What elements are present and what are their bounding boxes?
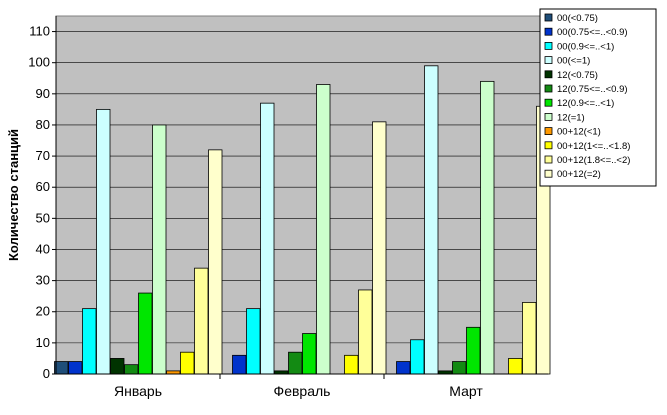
- y-tick-label: 40: [36, 241, 50, 256]
- bar: [194, 267, 209, 375]
- gridlines: [52, 31, 548, 375]
- bar: [180, 351, 195, 375]
- legend-swatch: [544, 169, 553, 178]
- legend-label: 12(=1): [557, 112, 585, 123]
- legend-swatch: [544, 155, 553, 164]
- y-axis-label: Количество станций: [6, 129, 21, 261]
- bar: [54, 361, 69, 375]
- legend-label: 00+12(<1): [557, 127, 601, 138]
- bar: [344, 354, 359, 375]
- y-tick-label: 90: [36, 86, 50, 101]
- bar: [466, 326, 481, 375]
- legend-swatch: [544, 42, 553, 50]
- y-tick-label: 0: [43, 366, 50, 381]
- bar: [358, 289, 373, 375]
- bar: [424, 65, 439, 375]
- bar: [480, 80, 495, 375]
- y-tick-label: 110: [29, 24, 50, 39]
- bar: [396, 361, 411, 375]
- bar: [452, 361, 467, 375]
- bar: [68, 361, 83, 375]
- x-category-label: Март: [449, 383, 483, 399]
- y-tick-label: 60: [36, 179, 50, 194]
- bar: [302, 333, 317, 375]
- legend-swatch: [544, 13, 553, 22]
- bar: [138, 292, 153, 375]
- x-category-labels: Январь Февраль Март: [114, 383, 483, 399]
- legend-swatch: [544, 127, 553, 135]
- bar: [232, 354, 247, 375]
- bar: [110, 358, 125, 375]
- y-tick-label: 10: [36, 335, 50, 350]
- legend-label: 00(0.75<=..<0.9): [557, 27, 628, 38]
- legend-label: 00+12(=2): [557, 169, 601, 180]
- bar: [508, 358, 523, 375]
- axes: [55, 16, 548, 379]
- legend-box: [539, 8, 657, 187]
- x-category-label: Февраль: [274, 383, 331, 399]
- legend: 00(<0.75) 00(0.75<=..<0.9) 00(0.9<=..<1) 00…: [539, 8, 657, 187]
- bar: [208, 149, 223, 375]
- legend-label: 00(<=1): [557, 56, 590, 67]
- legend-swatch: [544, 70, 553, 79]
- plot-area: [55, 15, 549, 375]
- bar: [82, 308, 97, 375]
- legend-label: 12(<0.75): [557, 70, 598, 81]
- legend-label: 00(<0.75): [557, 13, 598, 24]
- bar: [372, 121, 387, 375]
- legend-label: 00+12(1<=..<1.8): [557, 141, 630, 152]
- bar: [316, 84, 331, 375]
- legend-swatch: [544, 27, 553, 36]
- y-tick-label: 30: [36, 273, 50, 288]
- bar: [288, 351, 303, 375]
- bar: [96, 108, 111, 375]
- y-tick-label: 80: [36, 117, 50, 132]
- legend-swatch: [544, 84, 553, 93]
- legend-label: 12(0.75<=..<0.9): [557, 84, 628, 95]
- y-tick-label: 20: [36, 304, 50, 319]
- y-tick-label: 100: [28, 55, 50, 70]
- legend-label: 00(0.9<=..<1): [557, 41, 614, 52]
- legend-label: 12(0.9<=..<1): [557, 98, 614, 109]
- bar: [260, 102, 275, 375]
- legend-swatch: [544, 98, 553, 107]
- y-tick-label: 50: [36, 210, 50, 225]
- y-tick-label: 70: [36, 148, 50, 163]
- bar: [152, 124, 167, 375]
- legend-swatch: [544, 113, 553, 121]
- legend-swatch: [544, 141, 553, 150]
- bar: [410, 339, 425, 375]
- x-category-label: Январь: [114, 383, 162, 399]
- bar: [124, 364, 139, 375]
- legend-swatch: [544, 56, 553, 64]
- bars: [54, 65, 551, 375]
- bar: [522, 301, 537, 375]
- y-tick-labels: 0 10 20 30 40 50 60 70 80 90 100 110: [28, 24, 50, 381]
- legend-label: 00+12(1.8<=..<2): [557, 155, 630, 166]
- bar: [246, 308, 261, 375]
